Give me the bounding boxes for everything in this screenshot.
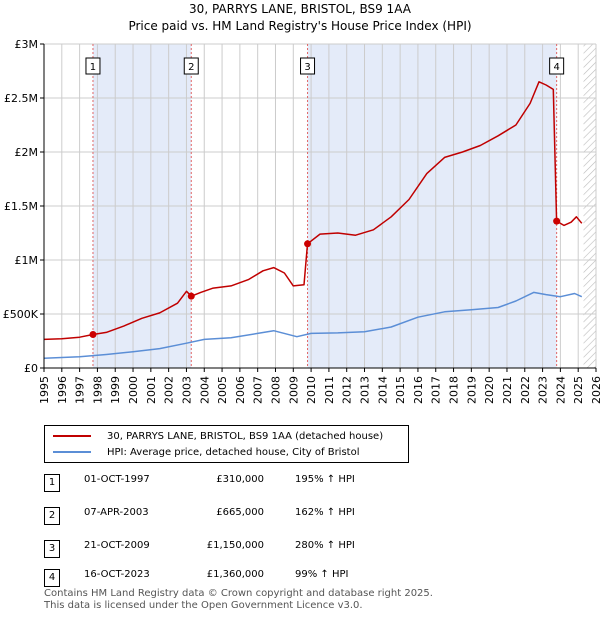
sale-label: 4 bbox=[553, 62, 559, 73]
property-price-line bbox=[44, 81, 583, 341]
x-tick-label: 2005 bbox=[216, 376, 229, 404]
y-tick-label: £2.5M bbox=[4, 92, 38, 105]
x-tick-label: 2021 bbox=[501, 376, 514, 404]
x-tick-label: 2015 bbox=[394, 376, 407, 404]
sale-number-badge: 4 bbox=[44, 569, 60, 587]
sale-date: 07-APR-2003 bbox=[84, 507, 149, 518]
x-tick-label: 2011 bbox=[323, 376, 336, 404]
x-tick-label: 2006 bbox=[234, 376, 247, 404]
y-tick-label: £0 bbox=[24, 362, 38, 375]
sale-label-box bbox=[85, 57, 101, 75]
sale-label-box bbox=[300, 57, 316, 75]
table-row: 1 01-OCT-1997 £310,000 195% ↑ HPI bbox=[44, 470, 464, 492]
x-tick-label: 2016 bbox=[412, 376, 425, 404]
legend: 30, PARRYS LANE, BRISTOL, BS9 1AA (detac… bbox=[44, 425, 409, 463]
x-tick-label: 2018 bbox=[448, 376, 461, 404]
y-tick-label: £1.5M bbox=[4, 200, 38, 213]
y-tick-label: £3M bbox=[15, 38, 39, 51]
x-tick-label: 1998 bbox=[91, 376, 104, 404]
legend-label-property: 30, PARRYS LANE, BRISTOL, BS9 1AA (detac… bbox=[107, 430, 384, 442]
sale-number-badge: 3 bbox=[44, 540, 60, 558]
x-tick-label: 2013 bbox=[359, 376, 372, 404]
x-tick-label: 1995 bbox=[38, 376, 51, 404]
x-tick-label: 2009 bbox=[287, 376, 300, 404]
sale-hpi-change: 162% ↑ HPI bbox=[295, 507, 355, 518]
sale-hpi-change: 280% ↑ HPI bbox=[295, 540, 355, 551]
legend-swatch-property bbox=[53, 435, 91, 437]
sale-date: 21-OCT-2009 bbox=[84, 540, 150, 551]
table-row: 4 16-OCT-2023 £1,360,000 99% ↑ HPI bbox=[44, 565, 464, 587]
x-tick-label: 2003 bbox=[180, 376, 193, 404]
legend-item-hpi: HPI: Average price, detached house, City… bbox=[53, 445, 360, 459]
x-tick-label: 2023 bbox=[537, 376, 550, 404]
sale-hpi-change: 195% ↑ HPI bbox=[295, 474, 355, 485]
y-tick-label: £2M bbox=[15, 146, 39, 159]
sale-label: 2 bbox=[188, 62, 194, 73]
y-tick-label: £1M bbox=[15, 254, 39, 267]
sale-label-box bbox=[183, 57, 199, 75]
sale-price: £1,360,000 bbox=[206, 569, 264, 580]
x-tick-label: 2002 bbox=[163, 376, 176, 404]
legend-label-hpi: HPI: Average price, detached house, City… bbox=[107, 446, 360, 458]
sale-price: £1,150,000 bbox=[206, 540, 264, 551]
sale-price: £665,000 bbox=[216, 507, 264, 518]
x-tick-label: 2022 bbox=[519, 376, 532, 404]
sale-point bbox=[187, 292, 195, 300]
x-tick-label: 2025 bbox=[572, 376, 585, 404]
footer-license: This data is licensed under the Open Gov… bbox=[44, 600, 363, 611]
x-tick-label: 1999 bbox=[109, 376, 122, 404]
chart-title-line-2: Price paid vs. HM Land Registry's House … bbox=[128, 19, 472, 33]
sale-label: 1 bbox=[90, 62, 96, 73]
x-tick-label: 2019 bbox=[465, 376, 478, 404]
x-tick-label: 2004 bbox=[198, 376, 211, 404]
x-tick-label: 2001 bbox=[145, 376, 158, 404]
footer: Contains HM Land Registry data © Crown c… bbox=[44, 588, 433, 612]
table-row: 2 07-APR-2003 £665,000 162% ↑ HPI bbox=[44, 503, 464, 525]
x-tick-label: 2026 bbox=[590, 376, 600, 404]
x-tick-label: 1996 bbox=[56, 376, 69, 404]
x-tick-label: 2017 bbox=[430, 376, 443, 404]
sale-point bbox=[89, 331, 97, 339]
x-tick-label: 2012 bbox=[341, 376, 354, 404]
table-row: 3 21-OCT-2009 £1,150,000 280% ↑ HPI bbox=[44, 536, 464, 558]
chart-title-line-1: 30, PARRYS LANE, BRISTOL, BS9 1AA bbox=[189, 2, 411, 16]
sale-date: 01-OCT-1997 bbox=[84, 474, 150, 485]
x-tick-label: 2007 bbox=[252, 376, 265, 404]
sale-hpi-change: 99% ↑ HPI bbox=[295, 569, 349, 580]
x-tick-label: 1997 bbox=[74, 376, 87, 404]
sale-date: 16-OCT-2023 bbox=[84, 569, 150, 580]
hpi-line bbox=[44, 291, 583, 360]
sale-point bbox=[304, 240, 312, 248]
sale-point bbox=[553, 217, 561, 225]
x-tick-label: 2000 bbox=[127, 376, 140, 404]
x-tick-label: 2010 bbox=[305, 376, 318, 404]
x-tick-label: 2024 bbox=[554, 376, 567, 404]
sale-label-box bbox=[549, 57, 565, 75]
sale-label: 3 bbox=[304, 62, 310, 73]
footer-copyright: Contains HM Land Registry data © Crown c… bbox=[44, 588, 433, 599]
sale-price: £310,000 bbox=[216, 474, 264, 485]
x-tick-label: 2008 bbox=[269, 376, 282, 404]
legend-swatch-hpi bbox=[53, 451, 91, 453]
price-chart: 1 2 3 4 £0 £500K £1M £1.5M £2M £2.5M £3M 1995 1996 19… bbox=[3, 38, 600, 404]
sale-number-badge: 1 bbox=[44, 474, 60, 492]
legend-item-property: 30, PARRYS LANE, BRISTOL, BS9 1AA (detac… bbox=[53, 429, 383, 443]
sale-number-badge: 2 bbox=[44, 507, 60, 525]
y-tick-label: £500K bbox=[3, 308, 39, 321]
x-tick-label: 2020 bbox=[483, 376, 496, 404]
x-tick-label: 2014 bbox=[376, 376, 389, 404]
